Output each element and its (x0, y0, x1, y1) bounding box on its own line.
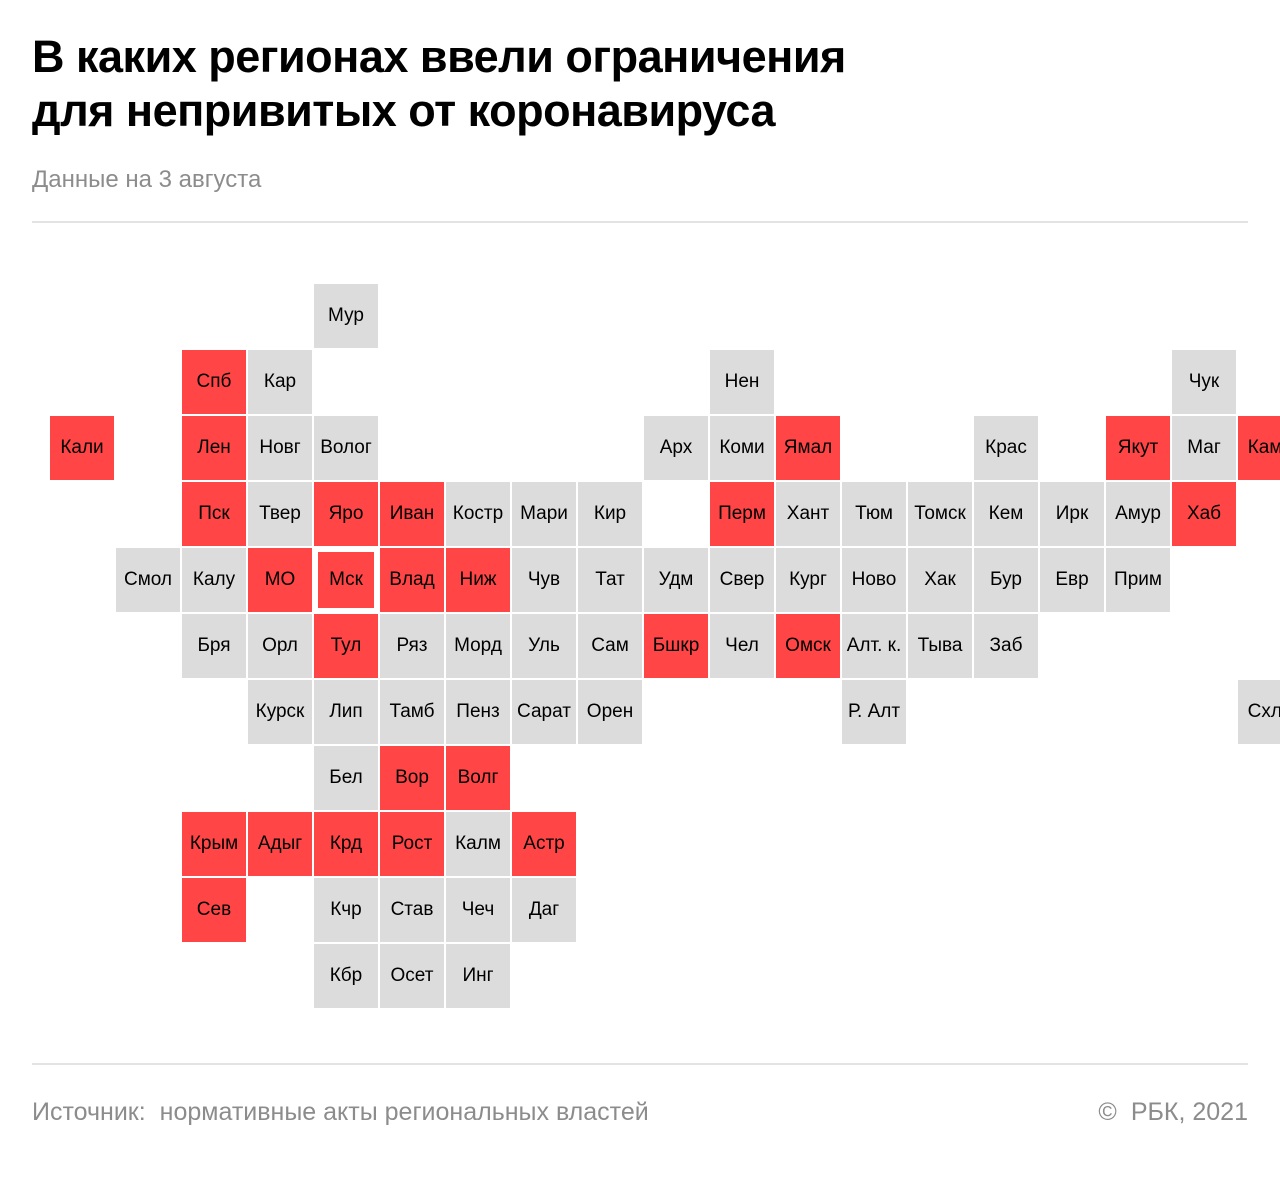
region-tile: Омск (776, 614, 840, 678)
region-tile: Прим (1106, 548, 1170, 612)
title-line-1: В каких регионах ввели ограничения (32, 31, 846, 82)
region-tile: Рост (380, 812, 444, 876)
region-tile: Астр (512, 812, 576, 876)
bottom-divider (32, 1063, 1248, 1065)
region-tile: Крд (314, 812, 378, 876)
region-tile: Хант (776, 482, 840, 546)
copyright-icon: © (1098, 1098, 1117, 1126)
region-tile: Морд (446, 614, 510, 678)
source-note: Источник: нормативные акты региональных в… (32, 1098, 649, 1127)
region-tile: Амур (1106, 482, 1170, 546)
region-tile: Арх (644, 416, 708, 480)
region-tile: Лен (182, 416, 246, 480)
region-tile: Влад (380, 548, 444, 612)
source-label: Источник: (32, 1098, 146, 1126)
region-tile: Мск (314, 548, 378, 612)
region-tile: Удм (644, 548, 708, 612)
region-tile: Р. Алт (842, 680, 906, 744)
copyright-text: РБК, 2021 (1130, 1098, 1248, 1126)
region-tile: Чук (1172, 350, 1236, 414)
region-tile: Якут (1106, 416, 1170, 480)
region-tile: Став (380, 878, 444, 942)
region-tile: Уль (512, 614, 576, 678)
region-tile: Кем (974, 482, 1038, 546)
region-tile: Чел (710, 614, 774, 678)
region-tile: Ирк (1040, 482, 1104, 546)
copyright-note: © РБК, 2021 (1098, 1098, 1248, 1127)
region-tile: Алт. к. (842, 614, 906, 678)
region-tile: Хаб (1172, 482, 1236, 546)
region-tile: Пенз (446, 680, 510, 744)
region-tile: Ниж (446, 548, 510, 612)
region-tile: Твер (248, 482, 312, 546)
region-tile: Иван (380, 482, 444, 546)
region-tile: Крас (974, 416, 1038, 480)
region-tile: Нен (710, 350, 774, 414)
region-tile: Калм (446, 812, 510, 876)
region-tile: Осет (380, 944, 444, 1008)
region-tile: МО (248, 548, 312, 612)
region-tile: Коми (710, 416, 774, 480)
source-text: нормативные акты региональных властей (159, 1098, 649, 1126)
region-tile: Даг (512, 878, 576, 942)
region-tile: Орен (578, 680, 642, 744)
region-tile: Маг (1172, 416, 1236, 480)
region-tile: Сев (182, 878, 246, 942)
region-tile: Кар (248, 350, 312, 414)
region-tile: Чеч (446, 878, 510, 942)
region-tile: Спб (182, 350, 246, 414)
region-tile: Сарат (512, 680, 576, 744)
region-tile: Лип (314, 680, 378, 744)
region-tile: Волг (446, 746, 510, 810)
region-tile: Пск (182, 482, 246, 546)
region-tile: Кали (50, 416, 114, 480)
region-tile: Адыг (248, 812, 312, 876)
region-tile: Тыва (908, 614, 972, 678)
chart-subtitle: Данные на 3 августа (32, 166, 262, 193)
top-divider (32, 221, 1248, 223)
region-tile: Сам (578, 614, 642, 678)
region-tile: Бшкр (644, 614, 708, 678)
region-tile: Кург (776, 548, 840, 612)
region-tile: Вор (380, 746, 444, 810)
region-tile: Кбр (314, 944, 378, 1008)
region-tile: Бел (314, 746, 378, 810)
region-tile: Курск (248, 680, 312, 744)
region-tile: Камч (1238, 416, 1280, 480)
region-tile: Мур (314, 284, 378, 348)
region-tile: Схлн (1238, 680, 1280, 744)
chart-title: В каких регионах ввели ограничения для н… (32, 30, 1132, 138)
region-tile: Заб (974, 614, 1038, 678)
region-tile: Тул (314, 614, 378, 678)
region-tile: Крым (182, 812, 246, 876)
region-tile: Кир (578, 482, 642, 546)
region-tile: Орл (248, 614, 312, 678)
region-tile: Костр (446, 482, 510, 546)
region-tile: Тамб (380, 680, 444, 744)
region-tile: Яро (314, 482, 378, 546)
region-tile: Волог (314, 416, 378, 480)
region-tile: Инг (446, 944, 510, 1008)
region-tile: Бур (974, 548, 1038, 612)
region-tile: Томск (908, 482, 972, 546)
region-tile: Тат (578, 548, 642, 612)
region-tile: Смол (116, 548, 180, 612)
region-tile: Ряз (380, 614, 444, 678)
region-tile: Ямал (776, 416, 840, 480)
region-tile: Тюм (842, 482, 906, 546)
region-tile: Бря (182, 614, 246, 678)
region-tile: Ново (842, 548, 906, 612)
title-line-2: для непривитых от коронавируса (32, 85, 776, 136)
region-tile: Евр (1040, 548, 1104, 612)
region-tile: Свер (710, 548, 774, 612)
region-tile: Калу (182, 548, 246, 612)
region-tile: Перм (710, 482, 774, 546)
region-tile: Новг (248, 416, 312, 480)
region-tile: Хак (908, 548, 972, 612)
region-tile: Кчр (314, 878, 378, 942)
region-tile: Мари (512, 482, 576, 546)
region-tile: Чув (512, 548, 576, 612)
